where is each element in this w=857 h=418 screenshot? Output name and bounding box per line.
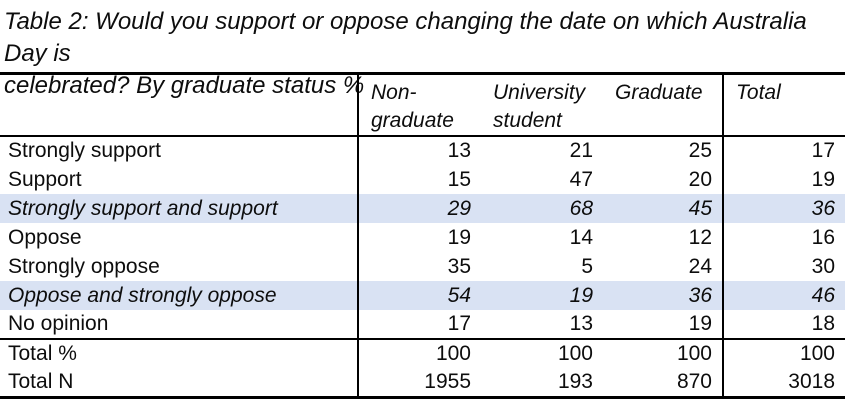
value-cell: 3018	[788, 369, 835, 393]
value-cell: 45	[603, 194, 724, 223]
value-cell: 16	[811, 225, 835, 249]
value-cell: 12	[603, 223, 724, 252]
table-row-strongly-oppose: Strongly oppose 35 5 24 30	[0, 252, 845, 281]
value-cell: 100	[603, 339, 724, 368]
value-cell: 54	[358, 281, 481, 310]
row-label: Support	[0, 165, 359, 194]
value-cell: 18	[723, 310, 845, 340]
row-label: Oppose	[0, 223, 359, 252]
value-cell: 46	[723, 281, 845, 310]
value-cell: 17	[358, 310, 481, 340]
row-label: Strongly oppose	[0, 252, 359, 281]
value-cell: 35	[447, 254, 471, 278]
value-cell: 100	[557, 342, 593, 365]
value-cell: 19	[447, 225, 471, 249]
row-label: No opinion	[0, 310, 359, 340]
row-label: Oppose and strongly oppose	[0, 281, 359, 310]
value-cell: 15	[447, 167, 471, 191]
row-label: Strongly support	[0, 136, 359, 165]
value-cell: 19	[603, 310, 724, 340]
table-row-total-percent: Total % 100 100 100 100	[0, 339, 845, 368]
value-cell: 17	[811, 139, 835, 162]
value-cell: 870	[603, 368, 724, 397]
table-row-strongly-support: Strongly support 13 21 25 17	[0, 136, 845, 165]
row-label: Total %	[0, 339, 359, 368]
table-row-strongly-support-and-support: Strongly support and support 29 68 45 36	[0, 194, 845, 223]
value-cell: 13	[447, 139, 471, 162]
value-cell: 47	[569, 167, 593, 191]
value-cell: 25	[603, 136, 724, 165]
value-cell: 13	[481, 310, 603, 340]
value-cell: 193	[557, 369, 593, 393]
row-label: Strongly support and support	[0, 194, 359, 223]
value-cell: 5	[581, 254, 593, 278]
value-cell: 30	[811, 254, 835, 278]
table-row-no-opinion: No opinion 17 13 19 18	[0, 310, 845, 340]
data-table: Non-graduate University student Graduate…	[0, 72, 845, 399]
column-header-graduate: Graduate	[603, 73, 724, 137]
value-cell: 100	[799, 342, 835, 365]
value-cell: 36	[723, 194, 845, 223]
value-cell: 36	[603, 281, 724, 310]
value-cell: 14	[569, 225, 593, 249]
value-cell: 19	[481, 281, 603, 310]
value-cell: 100	[435, 342, 471, 365]
table-row-support: Support 15 47 20 19	[0, 165, 845, 194]
value-cell: 19	[811, 167, 835, 191]
value-cell: 21	[569, 139, 593, 162]
row-label: Total N	[0, 368, 359, 397]
value-cell: 68	[481, 194, 603, 223]
table-caption-line-1: Table 2: Would you support or oppose cha…	[4, 8, 807, 67]
value-cell: 1955	[424, 369, 471, 393]
value-cell: 29	[358, 194, 481, 223]
table-row-total-n: Total N 1955 193 870 3018	[0, 368, 845, 397]
column-header-university-student: University student	[481, 73, 603, 137]
table-row-oppose-and-strongly-oppose: Oppose and strongly oppose 54 19 36 46	[0, 281, 845, 310]
value-cell: 24	[603, 252, 724, 281]
column-header-non-graduate: Non-graduate	[358, 73, 481, 137]
column-header-total: Total	[723, 73, 845, 137]
table-header-row: Non-graduate University student Graduate…	[0, 73, 845, 137]
table-row-oppose: Oppose 19 14 12 16	[0, 223, 845, 252]
value-cell: 20	[603, 165, 724, 194]
header-empty-cell	[0, 73, 359, 137]
